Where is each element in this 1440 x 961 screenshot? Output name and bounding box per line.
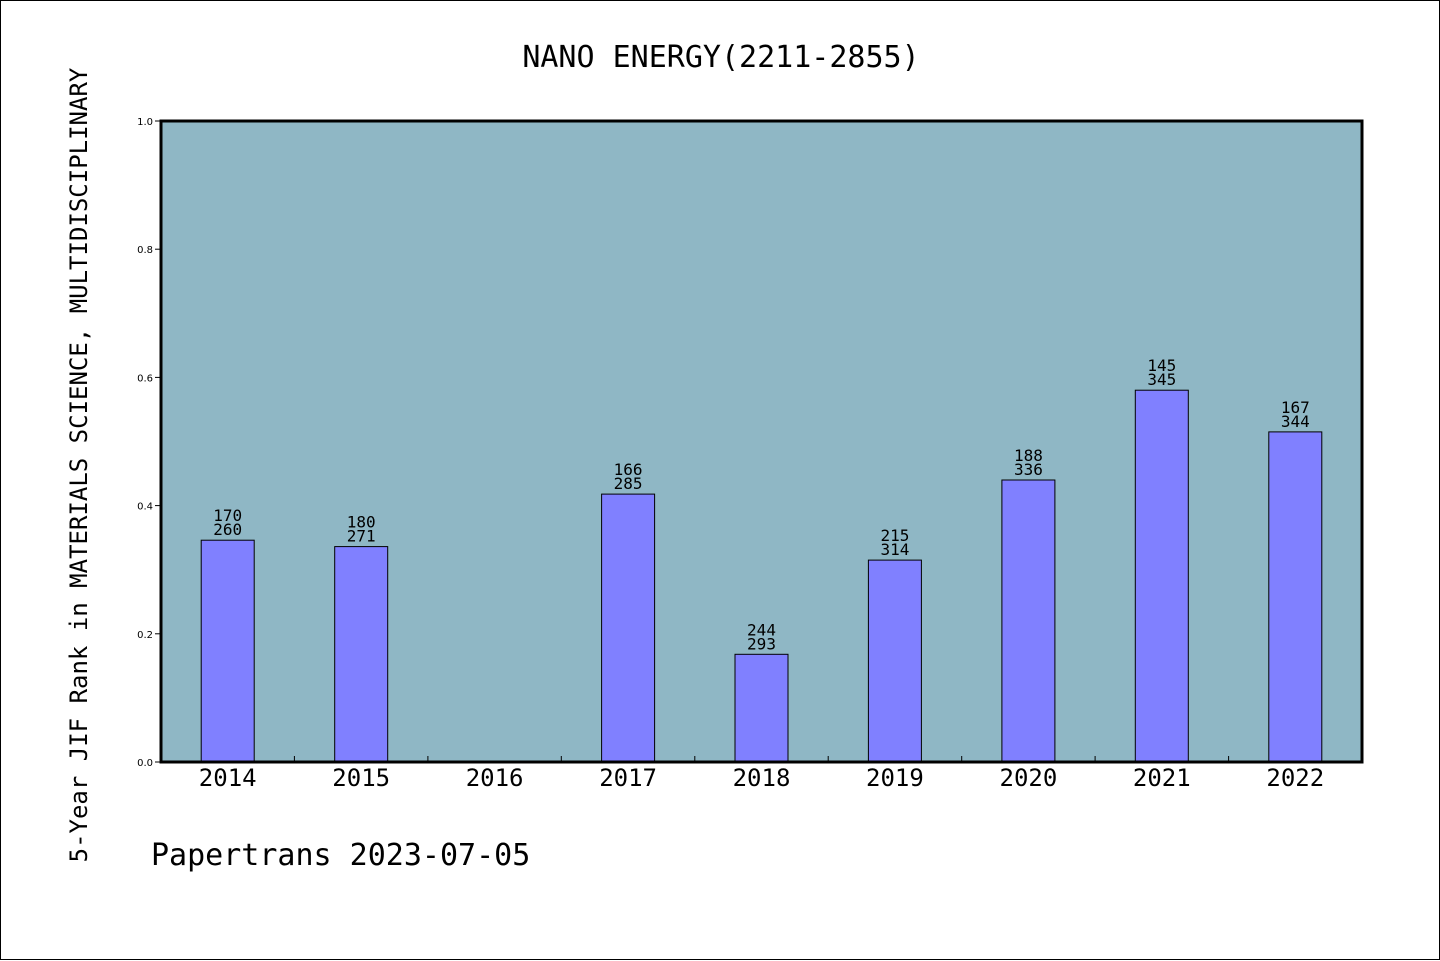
bar-2022 bbox=[1268, 431, 1323, 763]
y-tick-label-3: 0.6 bbox=[137, 373, 153, 384]
rank-label-2018: 244 bbox=[747, 620, 776, 639]
x-tick-label-2014: 2014 bbox=[199, 764, 257, 792]
total-label-2021: 345 bbox=[1147, 370, 1176, 389]
x-tick-label-2019: 2019 bbox=[866, 764, 924, 792]
rank-label-2015: 180 bbox=[347, 513, 376, 532]
total-label-2020: 336 bbox=[1014, 460, 1043, 479]
footer-credit: Papertrans 2023-07-05 bbox=[151, 838, 530, 873]
y-tick-label-4: 0.8 bbox=[137, 245, 153, 256]
total-label-2022: 344 bbox=[1281, 412, 1310, 431]
bar-2021 bbox=[1134, 389, 1189, 763]
total-label-2015: 271 bbox=[347, 527, 376, 546]
bar-2020 bbox=[1001, 479, 1056, 763]
x-tick-label-2016: 2016 bbox=[466, 764, 524, 792]
rank-label-2014: 170 bbox=[213, 506, 242, 525]
bar-2017 bbox=[601, 493, 656, 763]
y-tick-label-2: 0.4 bbox=[137, 502, 153, 513]
y-axis-label: 5-Year JIF Rank in MATERIALS SCIENCE, MU… bbox=[65, 67, 93, 862]
total-label-2014: 260 bbox=[213, 520, 242, 539]
rank-label-2022: 167 bbox=[1281, 398, 1310, 417]
x-ticks-group: 2014 2015 2016 2017 2018 2019 2020 2021 2022 bbox=[199, 756, 1324, 792]
total-label-2019: 314 bbox=[880, 540, 909, 559]
x-tick-label-2015: 2015 bbox=[332, 764, 390, 792]
x-tick-label-2021: 2021 bbox=[1133, 764, 1191, 792]
plot-border bbox=[159, 119, 1364, 764]
total-label-2017: 285 bbox=[614, 474, 643, 493]
bars-group bbox=[200, 389, 1323, 763]
y-tick-label-5: 1.0 bbox=[137, 117, 153, 128]
rank-label-2020: 188 bbox=[1014, 446, 1043, 465]
bar-2018 bbox=[734, 653, 789, 763]
rank-label-2019: 215 bbox=[880, 526, 909, 545]
y-tick-label-0: 0.0 bbox=[137, 758, 153, 769]
x-tick-label-2020: 2020 bbox=[1000, 764, 1058, 792]
x-tick-label-2017: 2017 bbox=[599, 764, 657, 792]
bar-2015 bbox=[334, 546, 389, 763]
bar-2014 bbox=[200, 539, 255, 763]
chart-title: NANO ENERGY(2211-2855) bbox=[522, 40, 919, 75]
y-ticks-group: 0.0 0.2 0.4 0.6 0.8 1.0 bbox=[137, 117, 161, 769]
bar-2019 bbox=[867, 559, 922, 763]
y-tick-label-1: 0.2 bbox=[137, 630, 153, 641]
x-tick-label-2018: 2018 bbox=[733, 764, 791, 792]
x-tick-label-2022: 2022 bbox=[1266, 764, 1324, 792]
total-label-2018: 293 bbox=[747, 634, 776, 653]
rank-label-2017: 166 bbox=[614, 460, 643, 479]
rank-label-2021: 145 bbox=[1147, 356, 1176, 375]
